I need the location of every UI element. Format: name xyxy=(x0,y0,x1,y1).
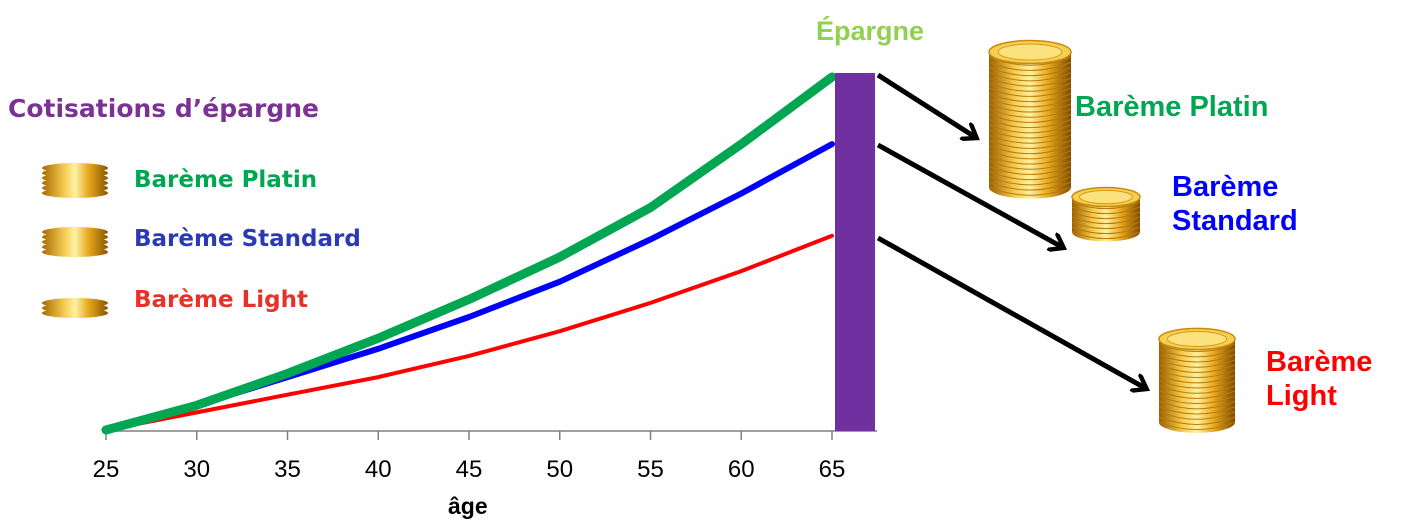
coin-stack-icon xyxy=(42,219,108,259)
x-tick-label: 30 xyxy=(183,456,210,483)
series-line-platin xyxy=(101,72,837,435)
outcome-label-line: Barème Platin xyxy=(1075,91,1269,123)
arrow xyxy=(876,142,1062,247)
outcome-label-line: Barème xyxy=(1266,346,1373,378)
outcome-label-line: Standard xyxy=(1172,205,1298,237)
arrow xyxy=(876,235,1145,388)
coin-stack-icon xyxy=(42,160,108,200)
epargne-label: Épargne xyxy=(816,15,924,46)
retirement-bar xyxy=(835,73,875,431)
coin-stack-icon xyxy=(1158,327,1236,433)
x-tick-label: 60 xyxy=(728,456,755,483)
x-tick-label: 45 xyxy=(456,456,483,483)
x-tick-label: 65 xyxy=(819,456,846,483)
legend-item-light: Barème Light xyxy=(42,280,308,320)
x-tick-label: 50 xyxy=(546,456,573,483)
legend-item-platin: Barème Platin xyxy=(42,160,317,200)
legend-item-label: Barème Platin xyxy=(134,167,318,193)
outcome-label-line: Barème xyxy=(1172,171,1279,203)
x-tick-label: 25 xyxy=(93,456,120,483)
outcome-label-line: Light xyxy=(1266,380,1337,412)
legend-item-standard: Barème Standard xyxy=(42,219,361,259)
x-tick-label: 35 xyxy=(274,456,301,483)
outcome-label-light: Barème Light xyxy=(1266,345,1372,413)
coin-stack-icon xyxy=(988,39,1072,199)
coin-stack-icon xyxy=(1071,186,1141,242)
x-axis-title: âge xyxy=(448,493,488,519)
legend-item-label: Barème Standard xyxy=(134,226,361,252)
arrow xyxy=(876,72,975,137)
legend-title: Cotisations d’épargne xyxy=(8,94,319,123)
coin-stack-icon xyxy=(42,280,108,320)
x-tick-label: 40 xyxy=(365,456,392,483)
legend-item-label: Barème Light xyxy=(134,287,308,313)
series-line-light xyxy=(104,233,834,432)
outcome-label-platin: Barème Platin xyxy=(1075,90,1268,124)
outcome-label-standard: Barème Standard xyxy=(1172,170,1298,238)
x-tick-label: 55 xyxy=(637,456,664,483)
